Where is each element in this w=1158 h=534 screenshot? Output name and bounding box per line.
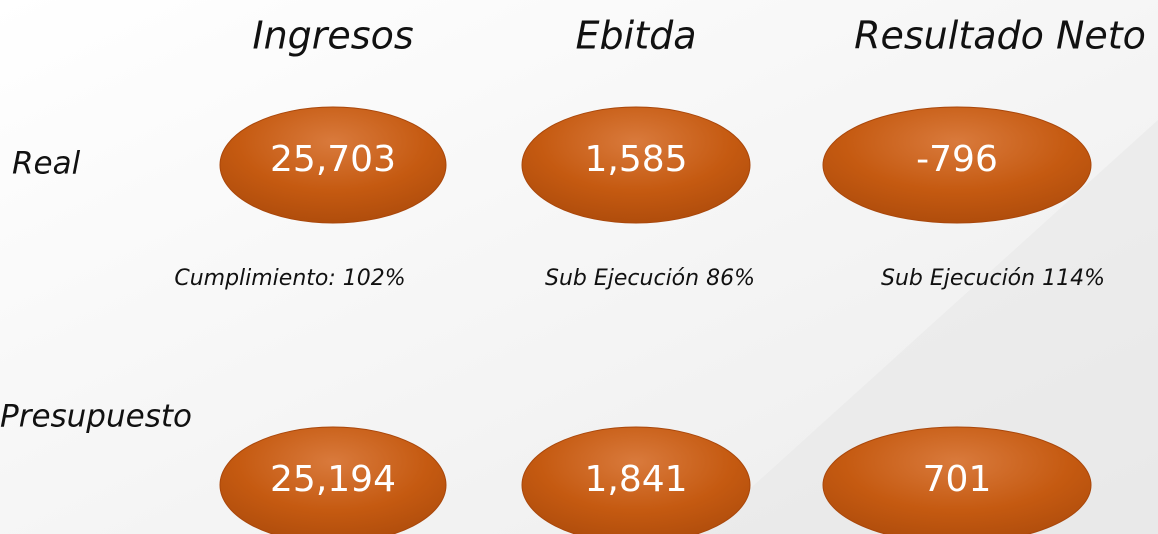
note: Sub Ejecución 114% bbox=[881, 266, 1105, 291]
value: 1,585 bbox=[584, 139, 687, 180]
value-oval bbox=[219, 106, 447, 224]
column-header: Ingresos bbox=[252, 14, 413, 58]
value-oval bbox=[219, 426, 447, 534]
row-label: Real bbox=[12, 146, 81, 182]
value: 701 bbox=[923, 459, 992, 500]
column-header: Resultado Neto bbox=[854, 14, 1146, 58]
value-oval bbox=[822, 426, 1092, 534]
value-oval bbox=[521, 426, 751, 534]
content: Ingresos Ebitda Resultado Neto Real 25,703 1,… bbox=[0, 14, 1146, 534]
background-shape bbox=[700, 120, 1158, 534]
value-oval bbox=[822, 106, 1092, 224]
note: Cumplimiento: 102% bbox=[174, 266, 405, 291]
note: Sub Ejecución 86% bbox=[545, 266, 755, 291]
value: 25,703 bbox=[270, 139, 396, 180]
value-oval bbox=[521, 106, 751, 224]
column-header: Ebitda bbox=[576, 14, 697, 58]
value: -796 bbox=[916, 139, 998, 180]
value: 25,194 bbox=[270, 459, 396, 500]
value: 1,841 bbox=[584, 459, 687, 500]
row-label: Presupuesto bbox=[0, 399, 192, 435]
